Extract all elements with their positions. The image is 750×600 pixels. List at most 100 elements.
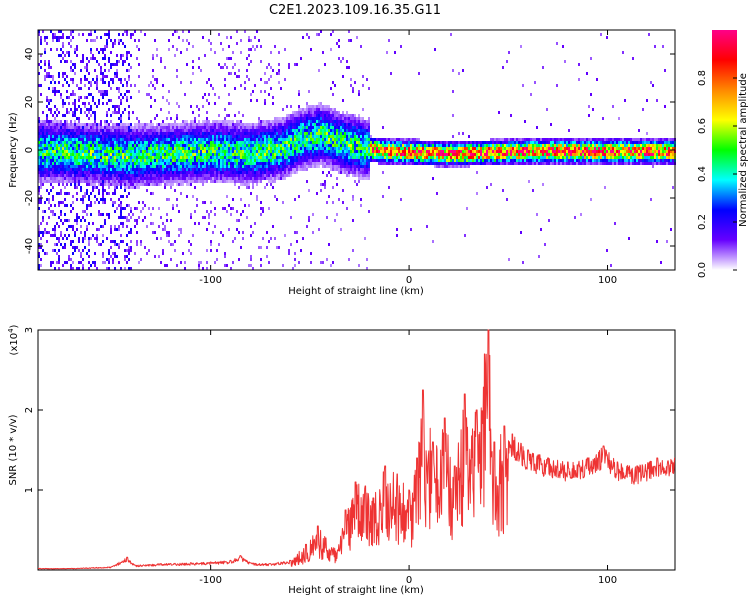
spectrogram-cell bbox=[186, 132, 188, 135]
spectrogram-cell bbox=[300, 165, 302, 168]
spectrogram-cell bbox=[264, 81, 266, 84]
spectrogram-cell bbox=[174, 150, 176, 153]
spectrogram-cell bbox=[258, 144, 260, 147]
spectrogram-cell bbox=[60, 168, 62, 171]
spectrogram-cell bbox=[130, 132, 132, 135]
spectrogram-cell bbox=[184, 141, 186, 144]
spectrogram-cell bbox=[170, 180, 172, 183]
spectrogram-cell bbox=[332, 144, 334, 147]
spectrogram-cell bbox=[190, 216, 192, 219]
spectrogram-cell bbox=[286, 141, 288, 144]
spectrogram-cell bbox=[188, 174, 190, 177]
spectrogram-cell bbox=[90, 156, 92, 159]
spectrogram-cell bbox=[322, 132, 324, 135]
spectrogram-cell bbox=[278, 120, 280, 123]
spectrogram-cell bbox=[122, 159, 124, 162]
spectrogram-cell bbox=[58, 267, 60, 270]
spectrogram-cell bbox=[136, 162, 138, 165]
spectrogram-cell bbox=[122, 123, 124, 126]
spectrogram-cell bbox=[242, 126, 244, 129]
spectrogram-cell bbox=[352, 174, 354, 177]
spectrogram-cell bbox=[58, 147, 60, 150]
spectrogram-cell bbox=[116, 105, 118, 108]
spectrogram-cell bbox=[126, 165, 128, 168]
spectrogram-cell bbox=[200, 126, 202, 129]
spectrogram-cell bbox=[276, 153, 278, 156]
spectrogram-cell bbox=[178, 144, 180, 147]
spectrogram-cell bbox=[198, 222, 200, 225]
spectrogram-cell bbox=[222, 171, 224, 174]
spectrogram-cell bbox=[402, 144, 404, 147]
spectrogram-cell bbox=[250, 153, 252, 156]
spectrogram-cell bbox=[276, 132, 278, 135]
spectrogram-cell bbox=[116, 150, 118, 153]
spectrogram-cell bbox=[52, 33, 54, 36]
spectrogram-cell bbox=[136, 207, 138, 210]
spectrogram-cell bbox=[120, 132, 122, 135]
spectrogram-cell bbox=[140, 126, 142, 129]
spectrogram-cell bbox=[250, 39, 252, 42]
spectrogram-cell bbox=[238, 219, 240, 222]
spectrogram-cell bbox=[110, 165, 112, 168]
spectrogram-cell bbox=[234, 168, 236, 171]
spectrogram-cell bbox=[154, 231, 156, 234]
spectrogram-cell bbox=[214, 120, 216, 123]
spectrogram-cell bbox=[326, 216, 328, 219]
spectrogram-cell bbox=[114, 39, 116, 42]
spectrogram-cell bbox=[128, 51, 130, 54]
spectrogram-cell bbox=[124, 45, 126, 48]
spectrogram-cell bbox=[108, 258, 110, 261]
spectrogram-cell bbox=[278, 159, 280, 162]
spectrogram-cell bbox=[238, 177, 240, 180]
spectrogram-cell bbox=[330, 111, 332, 114]
spectrogram-cell bbox=[154, 165, 156, 168]
spectrogram-cell bbox=[140, 168, 142, 171]
spectrogram-cell bbox=[230, 174, 232, 177]
spectrogram-cell bbox=[174, 138, 176, 141]
spectrogram-cell bbox=[262, 159, 264, 162]
spectrogram-cell bbox=[128, 126, 130, 129]
spectrogram-cell bbox=[316, 144, 318, 147]
spectrogram-cell bbox=[280, 129, 282, 132]
spectrogram-cell bbox=[72, 207, 74, 210]
spectrogram-cell bbox=[280, 126, 282, 129]
spectrogram-cell bbox=[254, 36, 256, 39]
spectrogram-cell bbox=[178, 138, 180, 141]
spectrogram-cell bbox=[328, 171, 330, 174]
spectrogram-cell bbox=[62, 246, 64, 249]
spectrogram-cell bbox=[342, 114, 344, 117]
spectrogram-cell bbox=[178, 177, 180, 180]
spectrogram-cell bbox=[232, 150, 234, 153]
spectrogram-cell bbox=[202, 165, 204, 168]
spectrogram-cell bbox=[292, 117, 294, 120]
spectrogram-cell bbox=[298, 129, 300, 132]
spectrogram-cell bbox=[124, 60, 126, 63]
spectrogram-cell bbox=[136, 219, 138, 222]
spectrogram-cell bbox=[80, 186, 82, 189]
spectrogram-cell bbox=[316, 117, 318, 120]
spectrogram-cell bbox=[226, 120, 228, 123]
spectrogram-cell bbox=[146, 156, 148, 159]
spectrogram-cell bbox=[48, 102, 50, 105]
spectrogram-cell bbox=[86, 252, 88, 255]
spectrogram-cell bbox=[172, 162, 174, 165]
spectrogram-cell bbox=[80, 60, 82, 63]
spectrogram-cell bbox=[164, 168, 166, 171]
spectrogram-cell bbox=[218, 243, 220, 246]
spectrogram-cell bbox=[358, 147, 360, 150]
spectrogram-cell bbox=[80, 225, 82, 228]
spectrogram-cell bbox=[208, 216, 210, 219]
spectrogram-cell bbox=[186, 165, 188, 168]
spectrogram-cell bbox=[136, 186, 138, 189]
spectrogram-cell bbox=[102, 198, 104, 201]
spectrogram-cell bbox=[170, 129, 172, 132]
spectrogram-cell bbox=[168, 240, 170, 243]
spectrogram-cell bbox=[122, 240, 124, 243]
spectrogram-cell bbox=[238, 138, 240, 141]
spectrogram-cell bbox=[224, 141, 226, 144]
spectrogram-cell bbox=[100, 72, 102, 75]
spectrogram-cell bbox=[58, 168, 60, 171]
spectrogram-cell bbox=[326, 108, 328, 111]
spectrogram-cell bbox=[140, 132, 142, 135]
spectrogram-cell bbox=[138, 132, 140, 135]
